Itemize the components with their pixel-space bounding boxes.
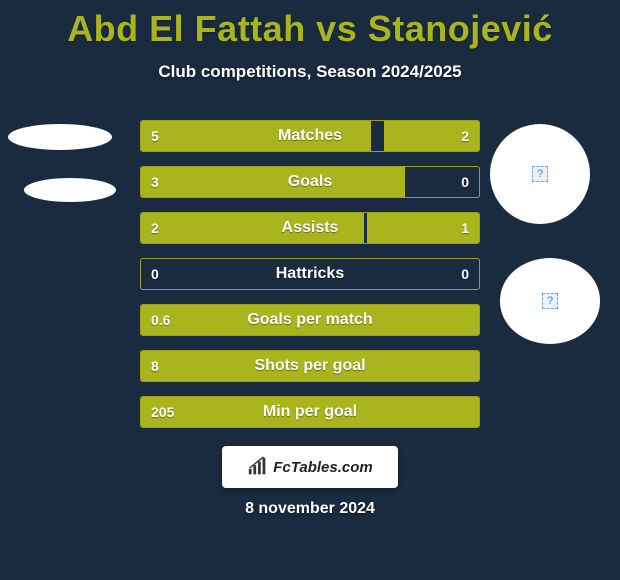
player-right-avatar-1: ?	[490, 124, 590, 224]
footer-date: 8 november 2024	[0, 500, 620, 518]
stat-row: Shots per goal8	[140, 350, 480, 382]
stats-comparison-chart: Matches52Goals30Assists21Hattricks00Goal…	[140, 120, 480, 442]
stat-row: Goals3 0	[140, 166, 480, 198]
stat-value-right: 2	[461, 121, 469, 151]
stat-value-left: 0	[151, 259, 159, 289]
stat-row: Matches5 2	[140, 120, 480, 152]
chart-icon	[247, 456, 269, 478]
stat-value-left: 2	[151, 213, 159, 243]
stat-label: Hattricks	[141, 259, 479, 289]
stat-value-left: 0.6	[151, 305, 170, 335]
player-left-badge-2	[24, 178, 116, 202]
stat-value-right: 1	[461, 213, 469, 243]
stat-value-left: 205	[151, 397, 174, 427]
brand-text: FcTables.com	[273, 459, 372, 476]
stat-value-left: 5	[151, 121, 159, 151]
stat-value-left: 3	[151, 167, 159, 197]
player-left-badge-1	[8, 124, 112, 150]
stat-row: Hattricks0 0	[140, 258, 480, 290]
stat-label: Goals	[141, 167, 479, 197]
stat-value-right: 0	[461, 167, 469, 197]
stat-label: Matches	[141, 121, 479, 151]
stat-label: Min per goal	[141, 397, 479, 427]
page-subtitle: Club competitions, Season 2024/2025	[0, 62, 620, 82]
stat-label: Shots per goal	[141, 351, 479, 381]
brand-badge: FcTables.com	[222, 446, 398, 488]
stat-value-left: 8	[151, 351, 159, 381]
stat-row: Goals per match0.6	[140, 304, 480, 336]
stat-label: Assists	[141, 213, 479, 243]
stat-row: Min per goal205	[140, 396, 480, 428]
stat-row: Assists2 1	[140, 212, 480, 244]
stat-value-right: 0	[461, 259, 469, 289]
question-icon: ?	[542, 293, 558, 309]
stat-label: Goals per match	[141, 305, 479, 335]
page-title: Abd El Fattah vs Stanojević	[0, 0, 620, 50]
player-right-avatar-2: ?	[500, 258, 600, 344]
question-icon: ?	[532, 166, 548, 182]
